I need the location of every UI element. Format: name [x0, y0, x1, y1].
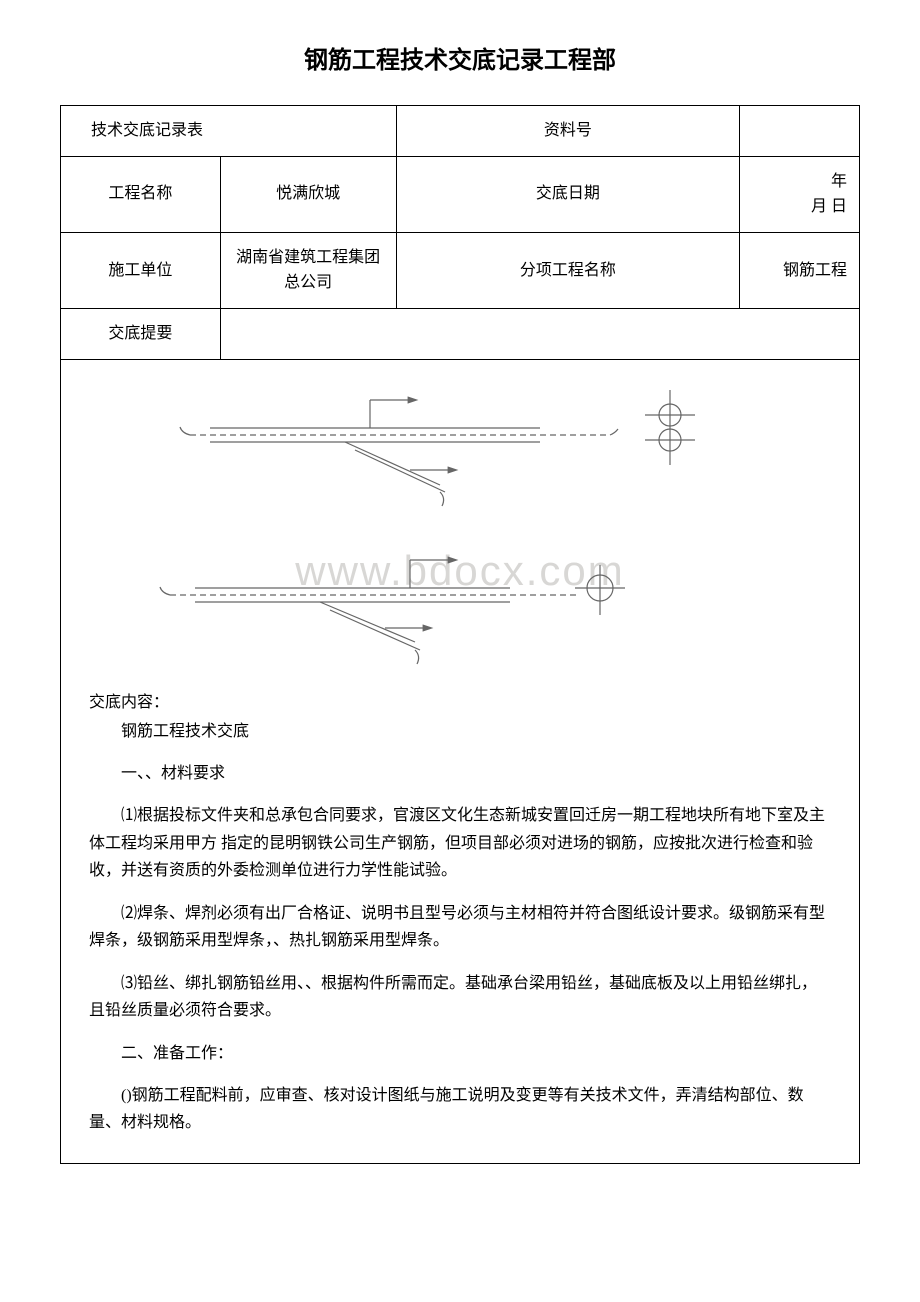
construction-unit-label: 施工单位 — [61, 232, 221, 308]
project-name-value: 悦满欣城 — [220, 156, 396, 232]
document-title: 钢筋工程技术交底记录工程部 — [60, 40, 860, 75]
info-table: 技术交底记录表 资料号 工程名称 悦满欣城 交底日期 年 月 日 施工单位 湖南… — [60, 105, 860, 1164]
diagram-row: www.bdocx.com — [61, 359, 860, 680]
table-row: 交底提要 — [61, 308, 860, 359]
sub-project-value: 钢筋工程 — [740, 232, 860, 308]
disclosure-date-label: 交底日期 — [396, 156, 740, 232]
section-2-title: 二、准备工作： — [89, 1041, 831, 1067]
table-row: 施工单位 湖南省建筑工程集团总公司 分项工程名称 钢筋工程 — [61, 232, 860, 308]
watermark-text: www.bdocx.com — [294, 547, 624, 594]
content-heading: 钢筋工程技术交底 — [89, 719, 831, 745]
paragraph: ⑵焊条、焊剂必须有出厂合格证、说明书且型号必须与主材相符并符合图纸设计要求。级钢… — [89, 900, 831, 954]
material-no-label: 资料号 — [396, 106, 740, 157]
sub-project-label: 分项工程名称 — [396, 232, 740, 308]
paragraph: ⑶铅丝、绑扎钢筋铅丝用、、根据构件所需而定。基础承台梁用铅丝，基础底板及以上用铅… — [89, 970, 831, 1024]
material-no-value — [740, 106, 860, 157]
disclosure-date-value: 年 月 日 — [740, 156, 860, 232]
content-label: 交底内容： — [89, 690, 831, 716]
section-1-title: 一、、材料要求 — [89, 761, 831, 787]
project-name-label: 工程名称 — [61, 156, 221, 232]
paragraph: ()钢筋工程配料前，应审查、核对设计图纸与施工说明及变更等有关技术文件，弄清结构… — [89, 1082, 831, 1136]
paragraph: ⑴根据投标文件夹和总承包合同要求，官渡区文化生态新城安置回迁房一期工程地块所有地… — [89, 802, 831, 884]
record-label-cell: 技术交底记录表 — [61, 106, 397, 157]
summary-value — [220, 308, 859, 359]
summary-label: 交底提要 — [61, 308, 221, 359]
content-row: 交底内容： 钢筋工程技术交底 一、、材料要求 ⑴根据投标文件夹和总承包合同要求，… — [61, 680, 860, 1164]
table-row: 技术交底记录表 资料号 — [61, 106, 860, 157]
table-row: 工程名称 悦满欣城 交底日期 年 月 日 — [61, 156, 860, 232]
construction-unit-value: 湖南省建筑工程集团总公司 — [220, 232, 396, 308]
rebar-diagram: www.bdocx.com — [110, 370, 810, 670]
